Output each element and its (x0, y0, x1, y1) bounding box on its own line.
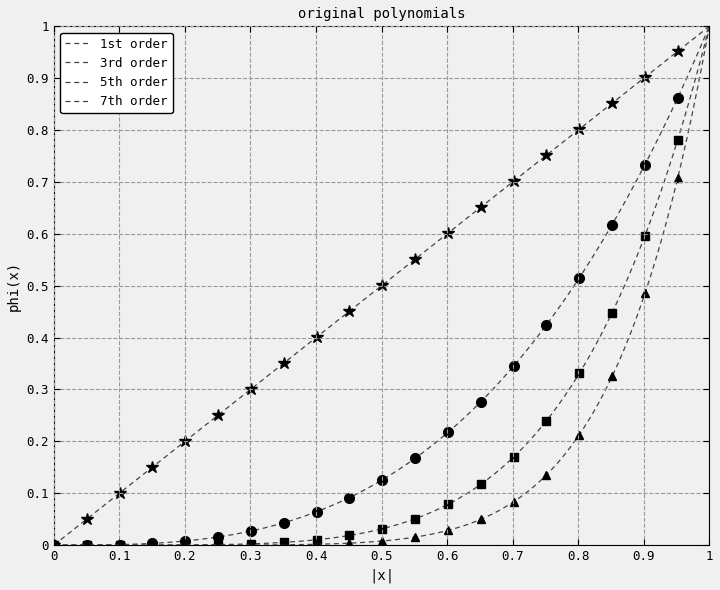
5th order (689, 82, 698, 89)
1st order (689, 35, 698, 42)
5th order (361, 529, 369, 536)
3rd order (361, 486, 369, 493)
Line: 1st order: 1st order (48, 20, 716, 552)
7th order (50, 542, 58, 549)
5th order (705, 23, 714, 30)
7th order (705, 23, 714, 30)
5th order (365, 528, 374, 535)
Line: 5th order: 5th order (50, 22, 714, 549)
5th order (404, 517, 413, 525)
3rd order (587, 256, 595, 263)
Line: 7th order: 7th order (50, 22, 714, 549)
Legend: 1st order, 3rd order, 5th order, 7th order: 1st order, 3rd order, 5th order, 7th ord… (60, 32, 173, 113)
Title: original polynomials: original polynomials (298, 7, 465, 21)
1st order (361, 295, 369, 302)
Line: 3rd order: 3rd order (49, 21, 714, 550)
7th order (689, 104, 698, 111)
1st order (404, 261, 413, 268)
7th order (587, 412, 595, 419)
3rd order (50, 542, 58, 549)
1st order (705, 23, 714, 30)
5th order (440, 503, 449, 510)
7th order (440, 528, 449, 535)
7th order (365, 539, 374, 546)
1st order (587, 116, 595, 123)
3rd order (404, 460, 413, 467)
3rd order (689, 59, 698, 66)
1st order (50, 542, 58, 549)
5th order (50, 542, 58, 549)
5th order (587, 350, 595, 357)
7th order (404, 535, 413, 542)
1st order (365, 292, 374, 299)
3rd order (365, 484, 374, 491)
3rd order (705, 23, 714, 30)
3rd order (440, 432, 449, 440)
Y-axis label: phi(x): phi(x) (7, 261, 21, 311)
1st order (440, 233, 449, 240)
X-axis label: |x|: |x| (369, 569, 394, 583)
7th order (361, 539, 369, 546)
